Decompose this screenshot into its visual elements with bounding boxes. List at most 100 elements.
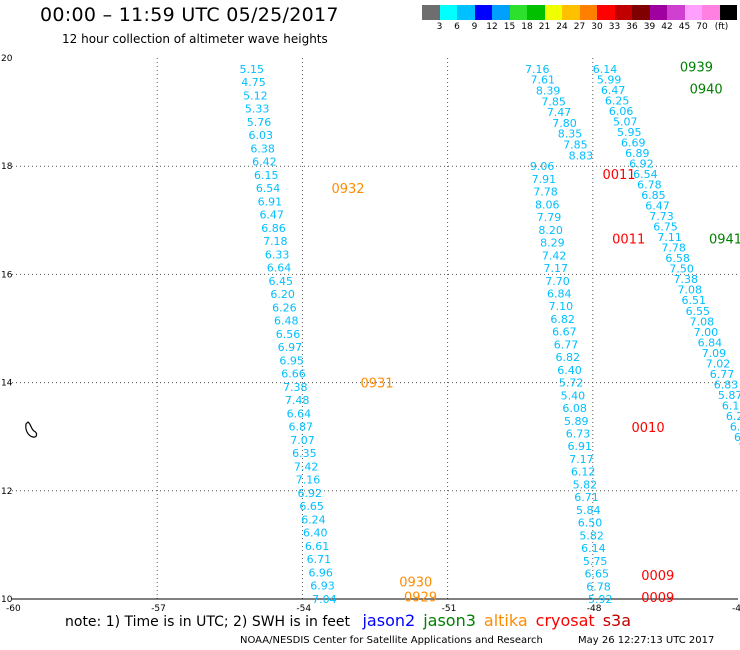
pass-time-label: 0010 — [632, 421, 665, 436]
swh-value: 6.92 — [629, 157, 654, 170]
swh-value: 6.64 — [287, 407, 312, 420]
swh-value: 6.54 — [633, 168, 658, 181]
swh-value: 5.92 — [588, 593, 613, 606]
swh-value: 7.91 — [532, 173, 557, 186]
swh-value: 6.40 — [303, 527, 328, 540]
color-scale-label: 27 — [573, 22, 586, 32]
swh-value: 6.48 — [274, 315, 299, 328]
x-tick-label: -45 — [732, 604, 740, 614]
swh-value: 6.82 — [550, 313, 575, 326]
swh-value: 7.78 — [661, 242, 686, 255]
color-scale-swatch — [422, 5, 440, 20]
swh-value: 6.51 — [682, 294, 707, 307]
color-scale-swatch — [649, 5, 667, 20]
swh-value: 6.25 — [605, 94, 630, 107]
pass-time-label: 0009 — [641, 569, 674, 584]
color-scale-swatch — [684, 5, 702, 20]
swh-value: 5.75 — [583, 555, 608, 568]
x-tick-label: -48 — [587, 604, 602, 614]
swh-value: 7.08 — [678, 284, 703, 297]
swh-value: 6.14 — [593, 63, 618, 76]
swh-value: 5.89 — [564, 415, 589, 428]
swh-value: 6.77 — [554, 338, 579, 351]
swh-value: 6.97 — [278, 341, 303, 354]
swh-value: 6.66 — [281, 368, 306, 381]
color-scale-swatch — [597, 5, 615, 20]
color-scale-bar — [422, 5, 737, 20]
swh-value: 6.85 — [641, 189, 666, 202]
swh-value: 7.47 — [547, 106, 572, 119]
swh-value: 8.39 — [536, 84, 561, 97]
swh-value: 5.12 — [243, 89, 267, 102]
swh-value: 5.82 — [579, 529, 604, 542]
color-scale-swatch — [509, 5, 527, 20]
color-scale-swatch — [579, 5, 597, 20]
swh-value: 6.89 — [625, 147, 650, 160]
swh-value: 5.72 — [559, 377, 584, 390]
note-legend: note: 1) Time is in UTC; 2) SWH is in fe… — [65, 611, 631, 630]
swh-value: 6.82 — [556, 351, 581, 364]
color-scale-swatch — [719, 5, 737, 20]
swh-value: 7.38 — [283, 381, 308, 394]
swh-value: 6.03 — [249, 129, 274, 142]
swh-value: 6.87 — [288, 421, 313, 434]
swh-value: 7.07 — [290, 434, 315, 447]
pass-time-label: 0011 — [612, 233, 645, 248]
swh-value: 7.17 — [569, 453, 594, 466]
color-scale-labels: 3 6 9 12 15 18 21 24 27 30 33 36 39 42 45 70 (ft) — [422, 22, 740, 34]
chart-subtitle: 12 hour collection of altimeter wave hei… — [62, 32, 328, 46]
swh-value: 5.40 — [561, 389, 586, 402]
swh-value: 6.96 — [730, 420, 740, 433]
color-scale-swatch — [527, 5, 545, 20]
swh-value: 5.82 — [573, 478, 598, 491]
chart-title: 00:00 – 11:59 UTC 05/25/2017 — [40, 4, 339, 26]
swh-values: 5.154.755.125.335.766.036.386.426.156.54… — [239, 63, 740, 606]
swh-value: 6.92 — [298, 487, 323, 500]
swh-value: 6.65 — [299, 500, 324, 513]
swh-value: 6.93 — [310, 580, 335, 593]
y-tick-label: 12 — [1, 487, 12, 497]
swh-value: 6.84 — [698, 336, 723, 349]
swh-value: 7.85 — [563, 139, 588, 152]
swh-value: 7.18 — [263, 235, 288, 248]
swh-value: 6.71 — [574, 491, 599, 504]
swh-value: 7.00 — [694, 326, 719, 339]
swh-value: 7.16 — [525, 63, 550, 76]
color-scale-label: 15 — [503, 22, 516, 32]
pass-time-label: 0932 — [331, 182, 364, 197]
swh-value: 7.42 — [294, 460, 319, 473]
color-scale-swatch — [632, 5, 650, 20]
color-scale-swatch — [492, 5, 510, 20]
axis-ticks: -60 -57 -54 -51 -48 -45 10 12 14 16 18 20 — [1, 54, 740, 614]
swh-value: 6.12 — [571, 466, 596, 479]
color-scale-label: 45 — [678, 22, 691, 32]
x-tick-label: -60 — [6, 604, 21, 614]
pass-time-label: 0940 — [690, 82, 723, 97]
swh-value: 6.96 — [308, 566, 333, 579]
swh-value: 6.98 — [734, 431, 740, 444]
swh-value: 7.00 — [738, 442, 740, 455]
footer: NOAA/NESDIS Center for Satellite Applica… — [240, 635, 714, 646]
swh-value: 6.65 — [585, 568, 610, 581]
swh-value: 7.78 — [533, 186, 558, 199]
swh-value: 5.07 — [613, 115, 638, 128]
swh-value: 7.08 — [690, 315, 715, 328]
swh-value: 8.83 — [569, 149, 594, 162]
satellite-legend-item: jason2 — [362, 611, 416, 630]
swh-value: 6.86 — [261, 222, 286, 235]
x-tick-label: -51 — [442, 604, 457, 614]
pass-time-label: 0011 — [602, 168, 635, 183]
swh-value: 6.58 — [665, 252, 690, 265]
swh-value: 7.85 — [541, 95, 566, 108]
pass-time-label: 0929 — [404, 590, 437, 605]
pass-time-label: 0941 — [709, 233, 740, 248]
swh-value: 6.40 — [557, 364, 582, 377]
pass-time-label: 0930 — [399, 576, 432, 591]
swh-value: 6.08 — [562, 402, 587, 415]
color-scale-label: 9 — [471, 22, 478, 32]
color-scale-label: 24 — [556, 22, 568, 32]
swh-value: 5.95 — [617, 126, 642, 139]
y-tick-label: 20 — [1, 54, 13, 64]
swh-value: 7.09 — [702, 347, 727, 360]
